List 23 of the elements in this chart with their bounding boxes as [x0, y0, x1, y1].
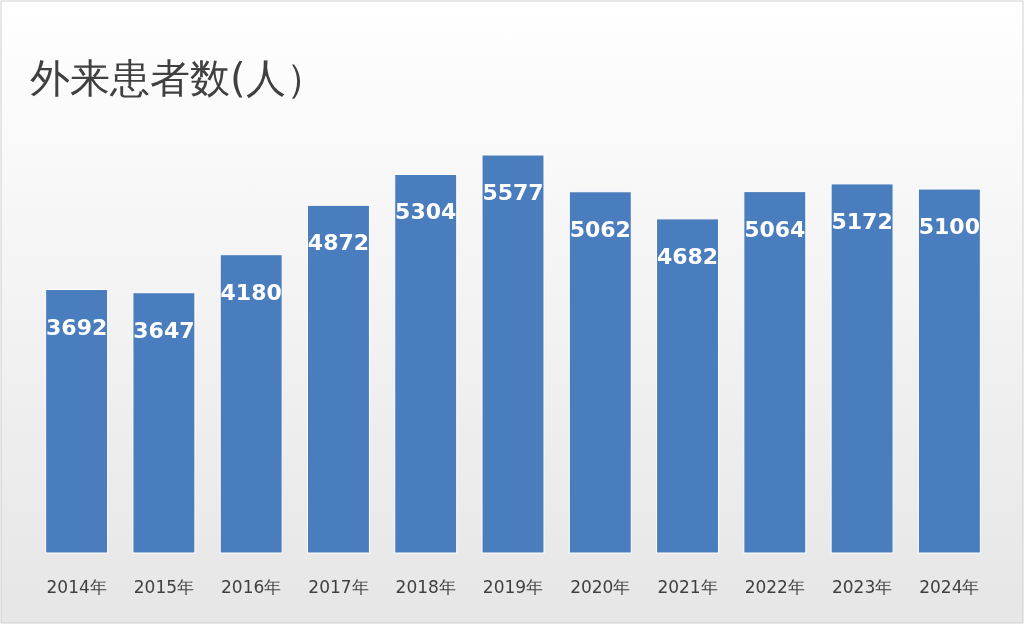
data-label: 5577 [482, 180, 544, 205]
x-tick-label: 2021年 [657, 577, 718, 597]
x-tick-label: 2024年 [919, 577, 980, 597]
x-tick-label: 2022年 [744, 577, 805, 597]
x-tick-label: 2019年 [482, 577, 544, 597]
data-label: 5172 [831, 208, 893, 234]
title: 外来患者数(人） [30, 55, 326, 101]
data-label: 4682 [656, 243, 719, 269]
data-label: 5064 [744, 216, 806, 242]
x-tick-label: 2017年 [308, 577, 369, 597]
x-tick-label: 2023年 [831, 577, 893, 597]
x-tick-label: 2016年 [221, 577, 282, 597]
x-tick-label: 2014年 [46, 577, 107, 597]
x-tick-label: 2020年 [570, 577, 631, 597]
data-label: 3647 [133, 317, 195, 343]
data-label: 5062 [569, 216, 631, 242]
data-label: 3692 [46, 314, 108, 340]
x-tick-label: 2018年 [395, 577, 456, 597]
data-label: 4180 [220, 279, 282, 305]
x-tick-label: 2015年 [133, 577, 195, 597]
data-label: 4872 [307, 230, 370, 256]
data-label: 5304 [395, 199, 457, 225]
data-label: 5100 [918, 214, 980, 240]
